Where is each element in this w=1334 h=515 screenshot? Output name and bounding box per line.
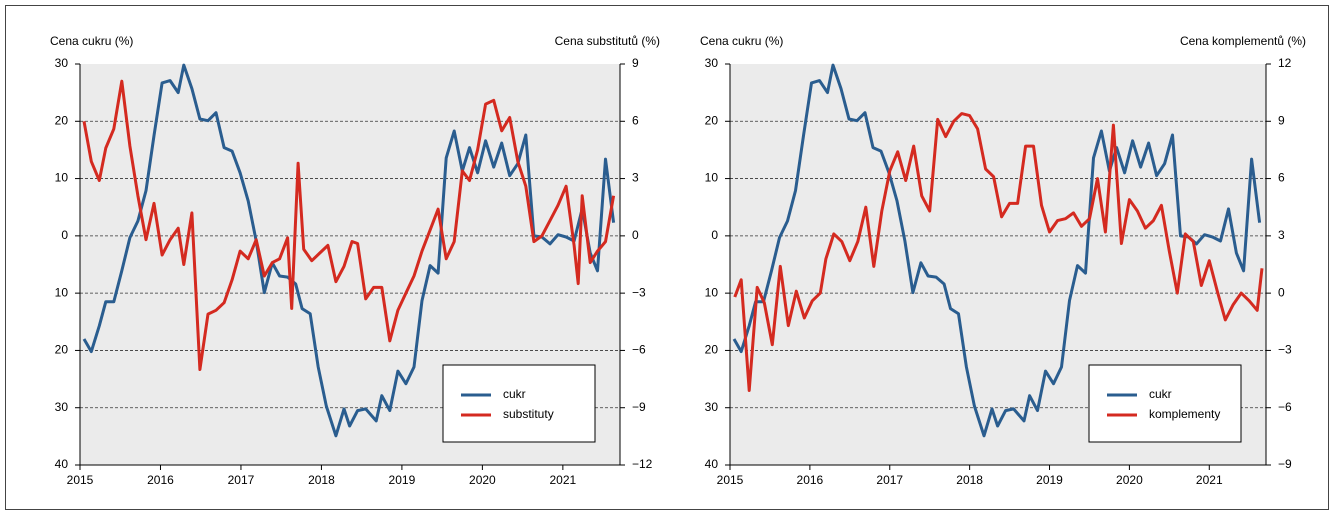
y-tick-label: 30 [55, 400, 69, 414]
x-tick-label: 2021 [1196, 473, 1223, 487]
legend [1088, 364, 1242, 443]
y-tick-label: 0 [61, 228, 68, 242]
y2-tick-label: 3 [632, 171, 639, 185]
x-tick-label: 2019 [389, 473, 416, 487]
x-tick-label: 2020 [1116, 473, 1143, 487]
x-tick-label: 2017 [228, 473, 255, 487]
x-tick-label: 2015 [67, 473, 94, 487]
y2-tick-label: −9 [1278, 457, 1292, 471]
y-axis-label: Cena cukru (%) [50, 34, 133, 48]
y-tick-label: 20 [705, 113, 719, 127]
y2-tick-label: −12 [632, 457, 653, 471]
series-line [732, 63, 1262, 438]
y2-tick-label: 6 [632, 113, 639, 127]
y-tick-label: 20 [705, 343, 719, 357]
y-tick-label: 30 [55, 56, 69, 70]
x-tick-label: 2017 [876, 473, 903, 487]
frame [5, 5, 1329, 510]
y-tick-label: 10 [705, 171, 719, 185]
y2-tick-label: 9 [632, 56, 639, 70]
y-tick-label: 0 [711, 228, 718, 242]
y2-tick-label: 9 [1278, 113, 1285, 127]
legend-label: cukr [1149, 387, 1172, 401]
x-tick-label: 2018 [956, 473, 983, 487]
y2-tick-label: 0 [632, 228, 639, 242]
y-tick-label: 30 [705, 56, 719, 70]
y-tick-label: 40 [705, 457, 719, 471]
legend [442, 364, 596, 443]
y2-tick-label: 3 [1278, 228, 1285, 242]
legend-label: cukr [503, 387, 526, 401]
y2-tick-label: −6 [632, 343, 646, 357]
y2-tick-label: −6 [1278, 400, 1292, 414]
y2-tick-label: −9 [632, 400, 646, 414]
y-tick-label: 20 [55, 343, 69, 357]
x-tick-label: 2016 [147, 473, 174, 487]
y2-tick-label: −3 [1278, 343, 1292, 357]
y2-tick-label: 6 [1278, 171, 1285, 185]
series-line [733, 112, 1264, 392]
y2-axis-label: Cena substitutů (%) [555, 34, 660, 48]
series-line [82, 63, 616, 438]
legend-label: substituty [503, 407, 554, 421]
y-tick-label: 10 [55, 171, 69, 185]
x-tick-label: 2018 [308, 473, 335, 487]
x-tick-label: 2016 [797, 473, 824, 487]
x-tick-label: 2021 [550, 473, 577, 487]
y2-tick-label: −3 [632, 285, 646, 299]
y-tick-label: 10 [55, 285, 69, 299]
legend-label: komplementy [1149, 407, 1220, 421]
y-tick-label: 30 [705, 400, 719, 414]
y-tick-label: 10 [705, 285, 719, 299]
y2-axis-label: Cena komplementů (%) [1180, 34, 1306, 48]
y-axis-label: Cena cukru (%) [700, 34, 783, 48]
x-tick-label: 2020 [469, 473, 496, 487]
y-tick-label: 40 [55, 457, 69, 471]
series-line [82, 79, 616, 371]
x-tick-label: 2019 [1036, 473, 1063, 487]
y2-tick-label: 0 [1278, 285, 1285, 299]
x-tick-label: 2015 [717, 473, 744, 487]
y2-tick-label: 12 [1278, 56, 1292, 70]
y-tick-label: 20 [55, 113, 69, 127]
